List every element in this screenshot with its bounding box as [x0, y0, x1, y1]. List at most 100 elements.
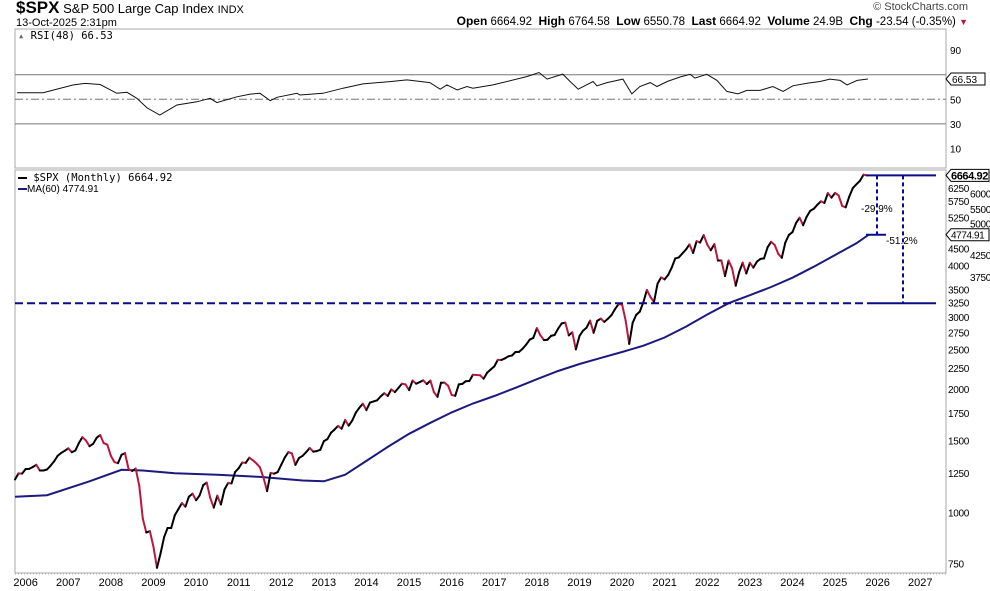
price-segment: [528, 336, 535, 341]
x-tick-label: 2017: [482, 577, 506, 589]
price-segment: [259, 466, 265, 479]
price-segment: [642, 289, 648, 304]
price-legend: $SPX (Monthly) 6664.92 MA(60) 4774.91: [18, 172, 172, 196]
price-segment: [443, 381, 450, 387]
price-segment: [333, 424, 339, 431]
annotation-drop-to-ma: -29.9%: [861, 204, 893, 215]
price-segment: [358, 402, 364, 409]
rsi-tick-label: 30: [950, 120, 962, 131]
price-segment: [596, 317, 602, 322]
price-segment: [408, 379, 414, 392]
price-segment: [280, 456, 286, 466]
price-segment: [177, 502, 183, 511]
price-segment: [195, 494, 201, 502]
price-segment: [787, 231, 794, 236]
price-frame: [14, 169, 947, 574]
price-segment: [479, 374, 485, 380]
price-tick-label: 3750: [970, 273, 990, 284]
price-segment: [290, 452, 297, 466]
price-segment: [180, 502, 187, 508]
price-segment: [777, 252, 783, 259]
axes: 90 50 30 10 66.53 750 1000 1250 1500 1750 2000 2250…: [13, 46, 990, 589]
price-segment: [266, 471, 272, 493]
price-segment: [298, 454, 304, 459]
ma-legend-swatch: [18, 188, 27, 191]
price-segment: [567, 331, 574, 337]
price-segment: [500, 357, 506, 361]
price-segment: [503, 355, 510, 360]
price-segment: [127, 468, 134, 472]
price-segment: [202, 481, 208, 487]
price-segment: [645, 289, 652, 299]
price-segment: [95, 434, 102, 439]
price-segment: [276, 463, 283, 474]
volume-label: Volume: [767, 14, 810, 28]
price-segment: [610, 308, 616, 317]
price-segment: [308, 447, 315, 453]
price-segment: [60, 449, 66, 454]
price-segment: [372, 399, 379, 403]
price-tick-label: 1750: [948, 409, 970, 420]
x-tick-label: 2010: [184, 577, 208, 589]
high-label: High: [538, 14, 566, 28]
down-arrow-icon: ▼: [959, 17, 968, 27]
price-segment: [330, 428, 336, 434]
price-segment: [582, 326, 588, 332]
price-segment: [301, 451, 308, 457]
price-segment: [269, 471, 276, 475]
price-segment: [209, 496, 215, 509]
price-segment: [677, 252, 684, 259]
price-segment: [603, 317, 609, 323]
low-value: 6550.78: [643, 16, 686, 28]
price-segment: [322, 438, 329, 443]
price-segment: [283, 451, 290, 459]
price-segment: [653, 282, 659, 304]
ma-last-label-box: [945, 228, 990, 242]
x-tick-label: 2026: [865, 577, 889, 589]
price-segment: [709, 243, 716, 252]
price-segment: [699, 234, 705, 244]
price-segment: [28, 466, 34, 470]
price-segment: [695, 240, 702, 244]
price-last-label-box: [945, 168, 990, 182]
price-segment: [74, 442, 80, 452]
rsi-legend: ▴ RSI(48) 66.53: [18, 30, 113, 42]
x-tick-label: 2012: [269, 577, 293, 589]
price-segment: [312, 450, 318, 453]
price-tick-label: 1250: [948, 469, 970, 480]
chg-value: -23.54 (-0.35%): [875, 16, 956, 28]
price-segment: [816, 200, 822, 206]
price-tick-label: 2500: [948, 345, 970, 356]
price-tick-label: 5750: [948, 197, 970, 208]
price-segment: [219, 488, 226, 506]
price-tick-label: 3500: [948, 286, 970, 297]
open-value: 6664.92: [490, 16, 533, 28]
price-segment: [351, 411, 357, 422]
price-segment: [613, 303, 620, 311]
price-segment: [400, 382, 407, 386]
high-value: 6764.58: [568, 16, 610, 28]
price-segment: [756, 257, 762, 263]
symbol: $SPX: [16, 0, 60, 17]
last-value: 6664.92: [719, 16, 761, 28]
price-segment: [106, 443, 112, 457]
price-segment: [390, 388, 396, 394]
price-tick-label: 2250: [948, 364, 970, 375]
price-segment: [532, 327, 538, 339]
price-segment: [848, 187, 854, 198]
x-tick-label: 2024: [780, 577, 804, 589]
price-segment: [798, 216, 805, 227]
price-segment: [784, 233, 790, 244]
rsi-icon: ▴: [18, 30, 25, 42]
price-segment: [152, 546, 158, 569]
price-segment: [773, 244, 780, 255]
price-segment: [386, 388, 393, 397]
x-tick-label: 2023: [738, 577, 762, 589]
price-segment: [667, 266, 673, 276]
price-segment: [468, 373, 474, 382]
price-legend-swatch: [18, 177, 27, 179]
quote-bar: Open 6664.92 High 6764.58 Low 6550.78 La…: [457, 15, 968, 29]
price-segment: [692, 240, 698, 254]
rsi-tick-label: 10: [950, 145, 962, 156]
